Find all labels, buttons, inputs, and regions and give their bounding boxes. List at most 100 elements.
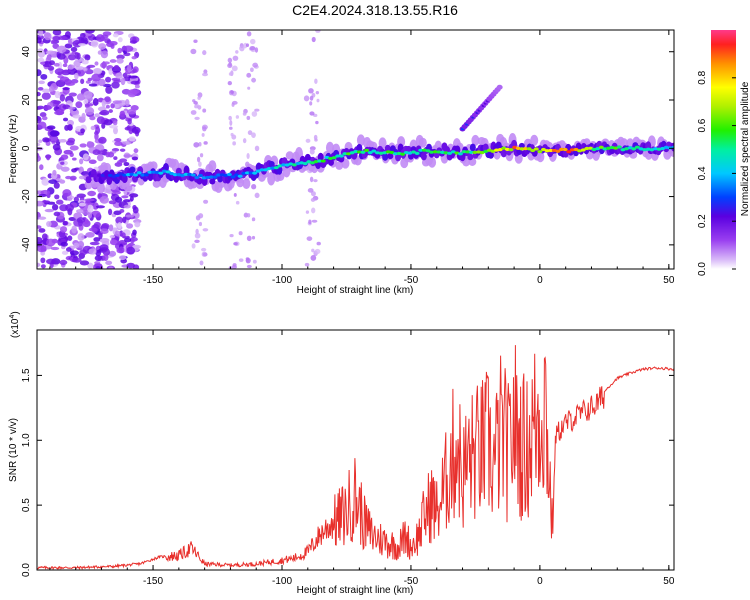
noise-blob [100,62,108,69]
noise-blob [40,264,46,269]
noise-blob [90,125,96,131]
noise-blob [37,57,45,63]
noise-blob [254,47,259,53]
ridge-core [411,150,417,154]
noise-blob [134,84,140,89]
noise-blob [77,233,85,241]
noise-blob [84,107,95,116]
noise-blob [84,54,91,61]
ridge-core [291,163,297,167]
noise-blob [77,209,84,213]
noise-blob [53,182,60,189]
noise-blob [252,259,257,264]
snr-multiplier-close: ) [10,311,21,314]
noise-blob [91,73,101,82]
noise-blob [67,54,77,61]
noise-blob [37,244,47,253]
ridge-core [143,173,149,177]
noise-blob [78,43,87,47]
snr-x-axis: -150 -100 -50 0 50 [49,330,675,587]
noise-blob [314,248,321,255]
ridge-core [580,148,586,152]
ridge-body [129,166,136,173]
noise-blob [117,222,122,229]
noise-blob [202,126,207,132]
noise-blob [88,227,98,232]
snr-y-label: SNR (10 * v/v) [8,418,19,482]
noise-blob [69,250,80,256]
noise-blob [132,204,137,210]
ridge-core [555,149,561,153]
ridge-core [190,173,196,177]
noise-blob [310,254,317,261]
noise-blob [82,67,88,72]
noise-blob [81,59,89,65]
ridge-body [196,177,203,185]
noise-blob [305,138,311,143]
noise-blob [98,111,107,116]
ridge-core [158,171,164,175]
ridge-core [371,149,377,153]
noise-blob [110,43,115,49]
ridge-body [209,178,216,185]
noise-blob [125,98,130,107]
noise-blob [46,220,52,227]
heatmap-x-label: Height of straight line (km) [297,285,414,296]
noise-blob [128,75,138,79]
ridge-core [631,147,637,151]
noise-blob [193,39,198,44]
noise-blob [193,100,198,105]
noise-blob [314,30,321,33]
noise-blob [87,204,94,213]
noise-blob [87,210,93,219]
noise-blob [56,45,67,54]
noise-blob [37,236,43,244]
noise-blob [202,72,209,77]
noise-blob [92,68,103,75]
heatmap-x-tick-label: -50 [404,275,419,286]
heatmap-panel: -150 -100 -50 0 50 40 20 0 -20 -40 Height of str… [8,29,675,296]
noise-blob [254,108,260,112]
noise-blob [60,154,69,160]
noise-blob [43,105,52,111]
noise-blob [125,214,135,218]
noise-blob [116,57,124,64]
noise-blob [122,216,127,224]
ridge-halo [152,179,161,188]
noise-blob [37,48,44,52]
ridge-core [140,173,146,177]
noise-blob [119,148,126,152]
noise-blob [72,157,77,161]
noise-blob [54,194,60,200]
ridge-core [457,152,463,156]
ridge-core [317,159,323,163]
noise-blob [126,262,136,269]
noise-blob [308,88,314,94]
colorbar: 0.0 0.2 0.4 0.6 0.8 Normalized spectral ampl… [697,30,750,276]
noise-blob [92,98,99,106]
ridge-core [342,152,348,156]
ridge-core [194,175,200,180]
noise-blob [117,47,123,54]
noise-blob [202,108,207,113]
snr-y-tick-label: 1.0 [21,433,32,447]
noise-blob [79,158,84,165]
noise-blob [58,138,67,143]
noise-blob [235,50,239,54]
noise-blob [97,78,106,87]
noise-blob [81,112,86,121]
ridge-halo [236,177,245,188]
noise-blob [105,260,113,265]
noise-blob [201,132,205,137]
noise-blob [113,64,120,71]
noise-blob [235,200,240,205]
noise-blob [64,31,71,39]
noise-blob [38,228,46,233]
snr-y-tick-label: 0.0 [21,563,32,577]
noise-blob [191,243,196,249]
noise-blob [114,230,121,237]
noise-blob [131,55,137,60]
ridge-core [165,170,171,174]
ridge-core [598,145,604,149]
noise-blob [252,62,258,68]
